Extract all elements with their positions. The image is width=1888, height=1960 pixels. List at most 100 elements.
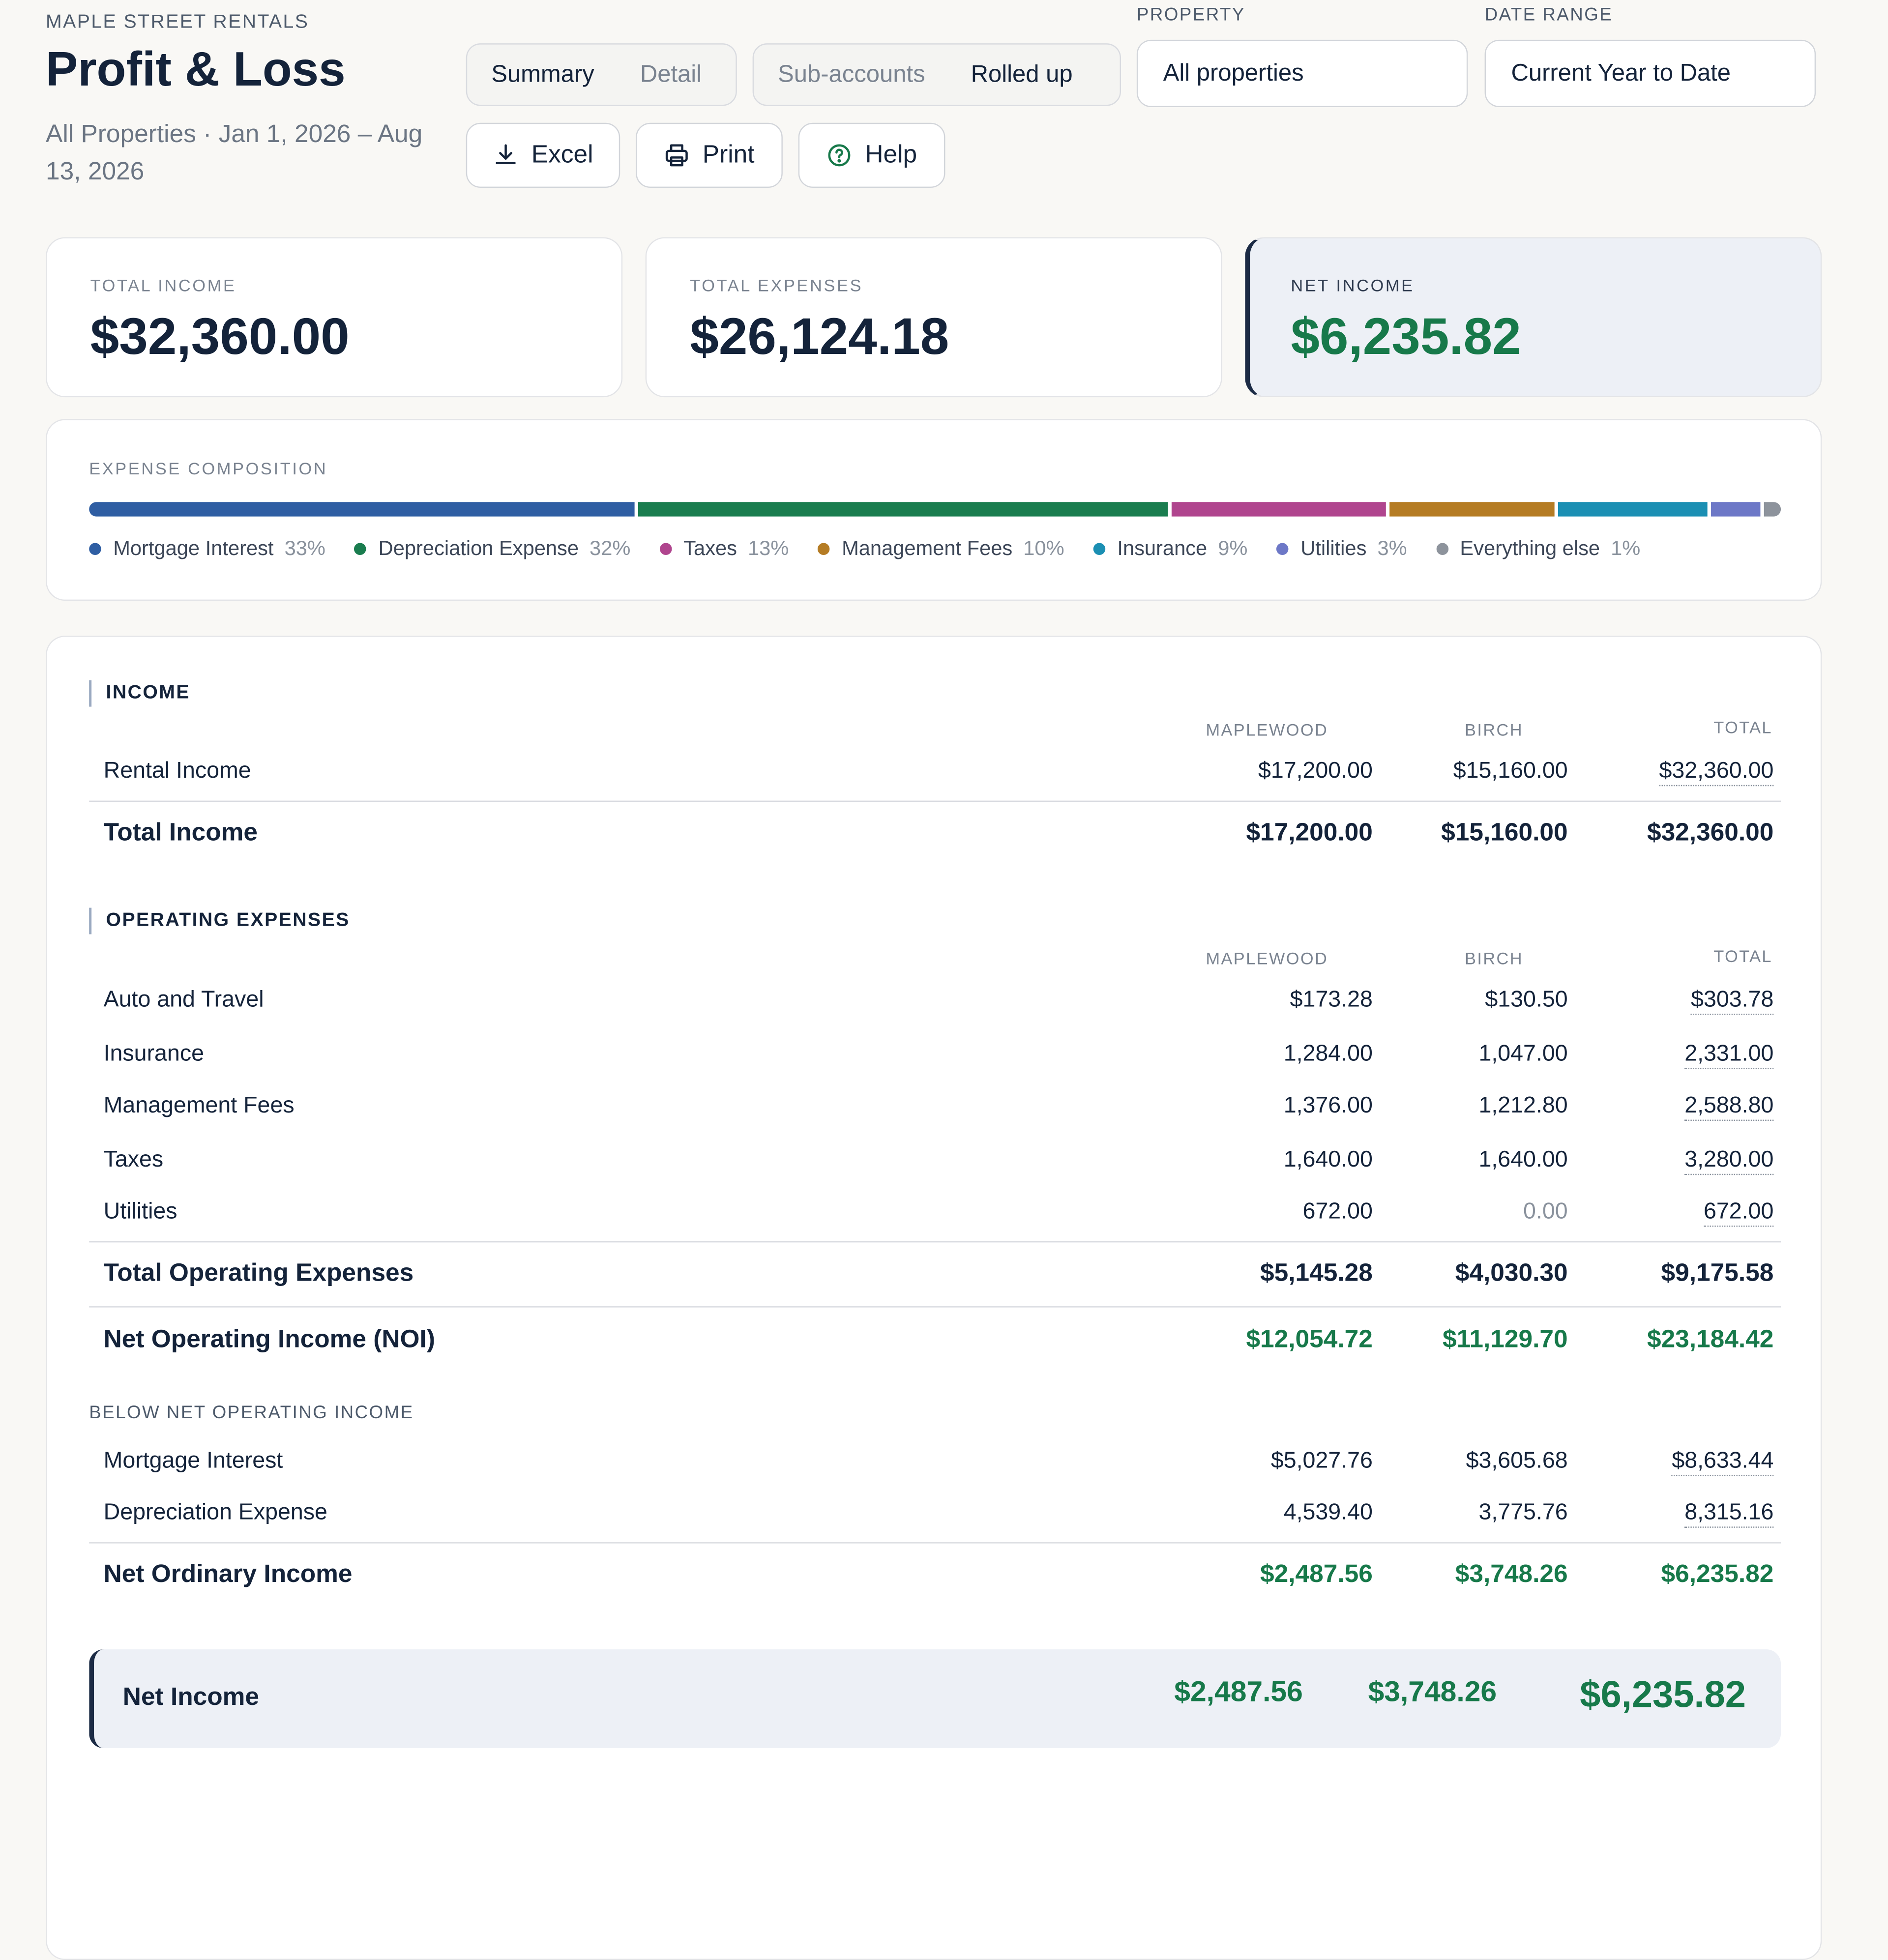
maplewood-value: $5,145.28	[1260, 1259, 1373, 1287]
legend-dot-icon	[1093, 543, 1105, 555]
legend-item: Everything else 1%	[1436, 537, 1640, 561]
birch-value: $130.50	[1485, 987, 1568, 1013]
column-header-maplewood: MAPLEWOOD	[1206, 948, 1328, 968]
column-header-birch: BIRCH	[1465, 948, 1523, 968]
help-button-label: Help	[865, 141, 917, 169]
help-button[interactable]: Help	[798, 122, 945, 188]
birch-value: $4,030.30	[1455, 1259, 1568, 1287]
detail-toggle-button[interactable]: Detail	[640, 60, 702, 88]
maplewood-value: 1,376.00	[1283, 1093, 1373, 1119]
total-value-link[interactable]: $8,633.44	[1672, 1448, 1774, 1476]
legend-label: Utilities	[1300, 537, 1367, 560]
legend-percent: 9%	[1218, 537, 1248, 560]
maplewood-value: 1,640.00	[1283, 1147, 1373, 1173]
expense-composition-title: EXPENSE COMPOSITION	[89, 459, 328, 478]
column-header-birch: BIRCH	[1465, 720, 1523, 739]
column-header-total: TOTAL	[1713, 946, 1772, 966]
total-value-link[interactable]: 8,315.16	[1684, 1500, 1774, 1528]
operating-expenses-section-title: OPERATING EXPENSES	[89, 907, 350, 935]
birch-value: $15,160.00	[1453, 758, 1568, 784]
maplewood-value: $17,200.00	[1246, 819, 1373, 847]
below-noi-section-title: BELOW NET OPERATING INCOME	[89, 1403, 414, 1423]
birch-value: 0.00	[1523, 1199, 1568, 1225]
total-expenses-label: TOTAL EXPENSES	[690, 275, 863, 295]
net-income-card: NET INCOME $6,235.82	[1245, 237, 1822, 398]
net-income-summary-row: Net Income $2,487.56 $3,748.26 $6,235.82	[89, 1649, 1781, 1748]
legend-item: Utilities 3%	[1276, 537, 1407, 561]
legend-item: Depreciation Expense 32%	[354, 537, 631, 561]
sub-accounts-toggle-button[interactable]: Sub-accounts	[778, 60, 925, 88]
rolled-up-toggle-button[interactable]: Rolled up	[971, 60, 1073, 88]
total-value-link[interactable]: 3,280.00	[1684, 1147, 1774, 1175]
excel-button-label: Excel	[531, 141, 593, 169]
birch-value: 3,775.76	[1478, 1500, 1568, 1525]
date-range-select[interactable]: Current Year to Date	[1484, 39, 1816, 107]
column-header-maplewood: MAPLEWOOD	[1206, 720, 1328, 739]
legend-percent: 3%	[1377, 537, 1407, 560]
total-expenses-card: TOTAL EXPENSES $26,124.18	[645, 237, 1222, 398]
total-value: $6,235.82	[1661, 1560, 1774, 1588]
total-value-link[interactable]: $303.78	[1691, 987, 1774, 1015]
legend-item: Mortgage Interest 33%	[89, 537, 325, 561]
divider	[89, 1241, 1781, 1243]
excel-button[interactable]: Excel	[466, 122, 620, 188]
legend-percent: 32%	[590, 537, 631, 560]
legend-label: Everything else	[1460, 537, 1600, 560]
legend-percent: 1%	[1611, 537, 1641, 560]
legend-percent: 13%	[747, 537, 789, 560]
row-label: Auto and Travel	[103, 987, 264, 1013]
maplewood-value: $173.28	[1290, 987, 1373, 1013]
income-section-title: INCOME	[89, 680, 190, 707]
total-value: $9,175.58	[1661, 1259, 1774, 1287]
legend-label: Depreciation Expense	[378, 537, 579, 560]
date-range-filter-label: DATE RANGE	[1484, 4, 1613, 26]
brand-name: MAPLE STREET RENTALS	[46, 12, 309, 33]
row-label: Mortgage Interest	[103, 1448, 283, 1474]
account-toggle: Sub-accounts Rolled up	[752, 43, 1121, 106]
profit-loss-table: INCOME MAPLEWOOD BIRCH TOTAL Rental Inco…	[46, 636, 1822, 1960]
birch-value: $3,748.26	[1368, 1676, 1497, 1709]
total-expenses-value: $26,124.18	[690, 308, 949, 366]
expense-composition-segment	[1711, 502, 1761, 517]
expense-composition-segment	[1171, 502, 1386, 517]
legend-dot-icon	[354, 543, 367, 555]
legend-label: Insurance	[1117, 537, 1208, 560]
total-value-link[interactable]: 672.00	[1704, 1199, 1774, 1227]
page-header: MAPLE STREET RENTALS Profit & Loss All P…	[0, 0, 1888, 229]
row-label: Total Operating Expenses	[103, 1259, 414, 1287]
expense-composition-legend: Mortgage Interest 33% Depreciation Expense…	[89, 537, 1669, 561]
legend-dot-icon	[1436, 543, 1448, 555]
row-label: Rental Income	[103, 758, 251, 784]
expense-composition-bar	[89, 502, 1781, 517]
report-subtitle: All Properties · Jan 1, 2026 – Aug 13, 2…	[46, 120, 423, 186]
summary-toggle-button[interactable]: Summary	[491, 60, 594, 88]
legend-dot-icon	[818, 543, 830, 555]
property-filter-label: PROPERTY	[1136, 4, 1245, 26]
expense-composition-segment	[638, 502, 1168, 517]
print-button-label: Print	[702, 141, 755, 169]
total-value-link[interactable]: 2,588.80	[1684, 1093, 1774, 1121]
total-income-label: TOTAL INCOME	[90, 275, 236, 295]
legend-dot-icon	[89, 543, 101, 555]
birch-value: $11,129.70	[1443, 1325, 1568, 1353]
total-value-link[interactable]: 2,331.00	[1684, 1041, 1774, 1069]
total-income-value: $32,360.00	[90, 308, 350, 366]
view-toggle: Summary Detail	[466, 43, 737, 106]
expense-composition-segment	[1764, 502, 1781, 517]
total-value-link[interactable]: $32,360.00	[1659, 759, 1774, 787]
divider	[89, 800, 1781, 802]
row-label: Depreciation Expense	[103, 1500, 327, 1525]
legend-item: Management Fees 10%	[818, 537, 1064, 561]
property-select[interactable]: All properties	[1136, 39, 1468, 107]
total-value: $32,360.00	[1647, 819, 1774, 847]
legend-dot-icon	[659, 543, 672, 555]
legend-label: Taxes	[683, 537, 737, 560]
row-label: Taxes	[103, 1147, 164, 1173]
legend-item: Insurance 9%	[1093, 537, 1247, 561]
legend-item: Taxes 13%	[659, 537, 789, 561]
row-label: Utilities	[103, 1199, 177, 1225]
birch-value: $15,160.00	[1441, 819, 1568, 847]
print-button[interactable]: Print	[636, 122, 783, 188]
row-label: Net Operating Income (NOI)	[103, 1325, 435, 1353]
expense-composition-segment	[1389, 502, 1555, 517]
